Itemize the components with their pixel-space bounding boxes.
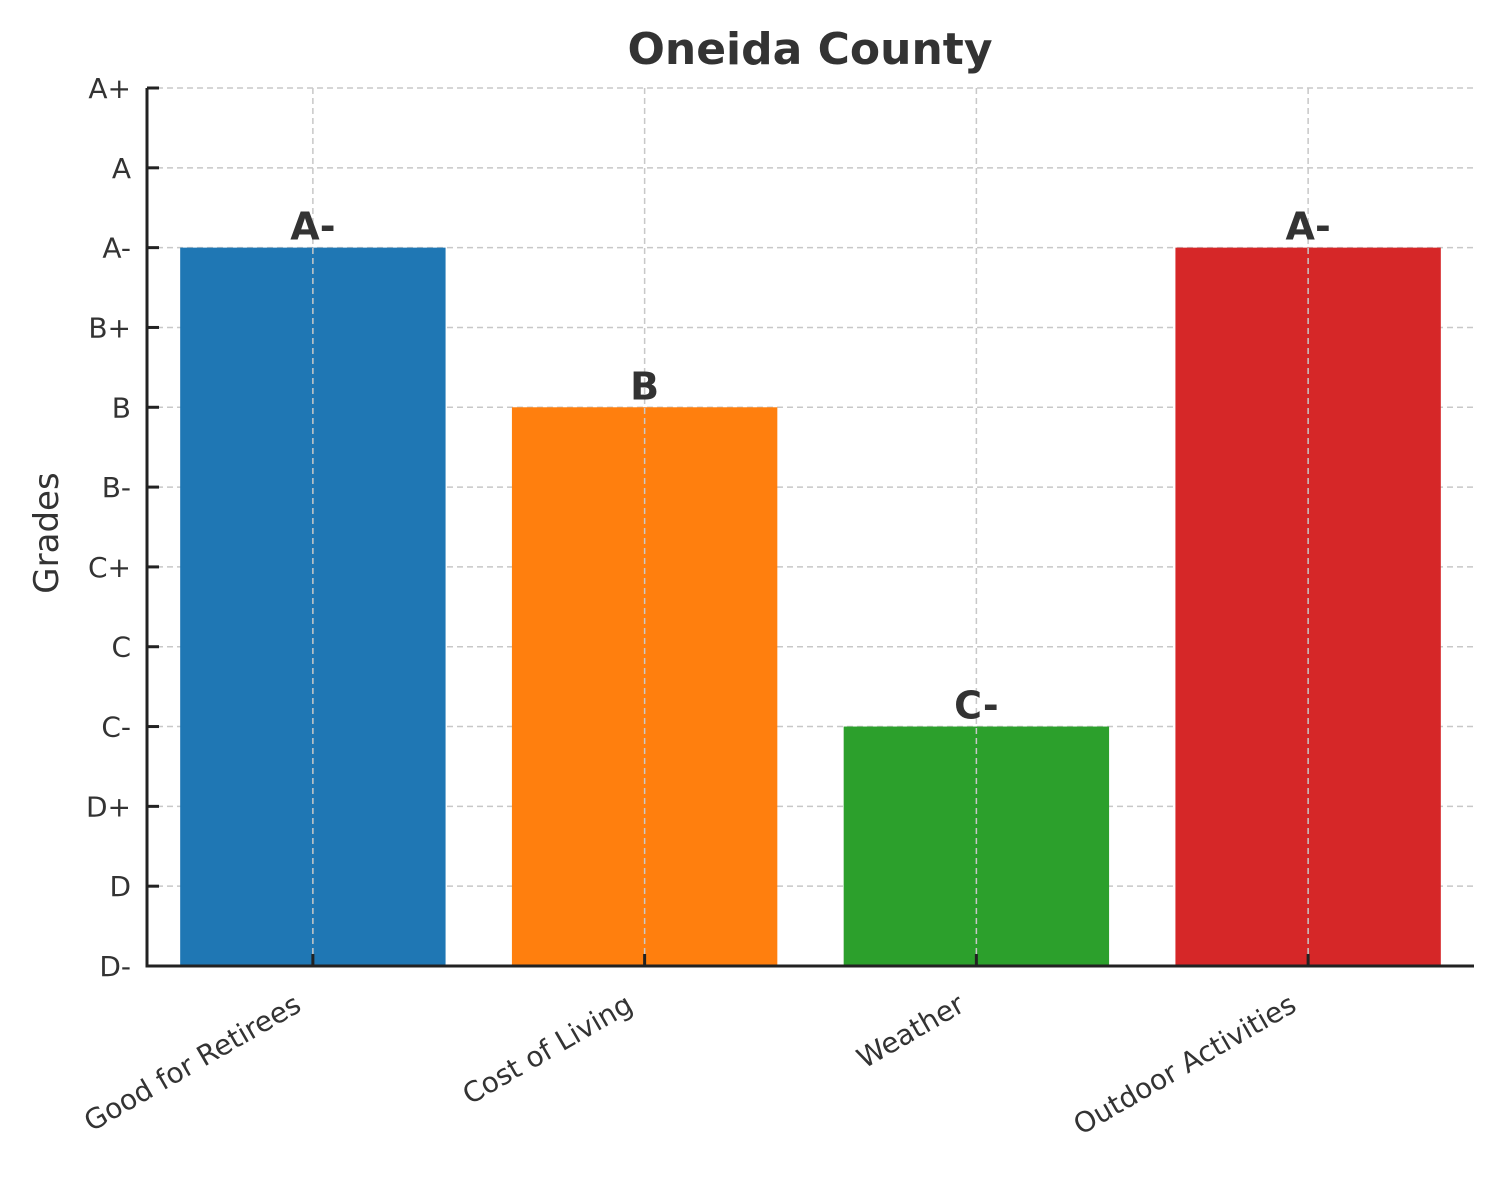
y-tick-label: C	[111, 631, 131, 664]
data-label: C-	[954, 684, 999, 728]
x-tick-label: Good for Retirees	[78, 987, 306, 1138]
data-label: A-	[290, 205, 335, 249]
y-tick-label: A-	[102, 232, 131, 265]
bars-layer	[180, 88, 1441, 967]
y-tick-label: C-	[101, 711, 131, 744]
data-label: A-	[1286, 205, 1331, 249]
axes-layer	[145, 88, 1474, 968]
x-tick-label: Outdoor Activities	[1068, 987, 1302, 1141]
y-tick-label: B-	[102, 471, 131, 504]
chart-title: Oneida County	[627, 24, 992, 75]
bar	[843, 726, 1110, 966]
y-axis-label: Grades	[27, 472, 67, 593]
bar	[1175, 247, 1441, 967]
y-tick-label: D	[109, 870, 131, 903]
y-tick-label: B+	[88, 311, 131, 344]
y-tick-label: B	[112, 391, 131, 424]
x-tick-label: Cost of Living	[457, 987, 638, 1111]
x-tick-label: Weather	[851, 987, 970, 1075]
bar	[180, 247, 446, 967]
y-tick-label: A	[112, 152, 131, 185]
y-tick-label: D-	[99, 950, 131, 983]
y-tick-label: D+	[86, 790, 131, 823]
ticks-layer	[147, 86, 1310, 968]
y-tick-label: A+	[88, 72, 131, 105]
y-tick-label: C+	[88, 551, 131, 584]
data-label: B	[630, 364, 659, 408]
